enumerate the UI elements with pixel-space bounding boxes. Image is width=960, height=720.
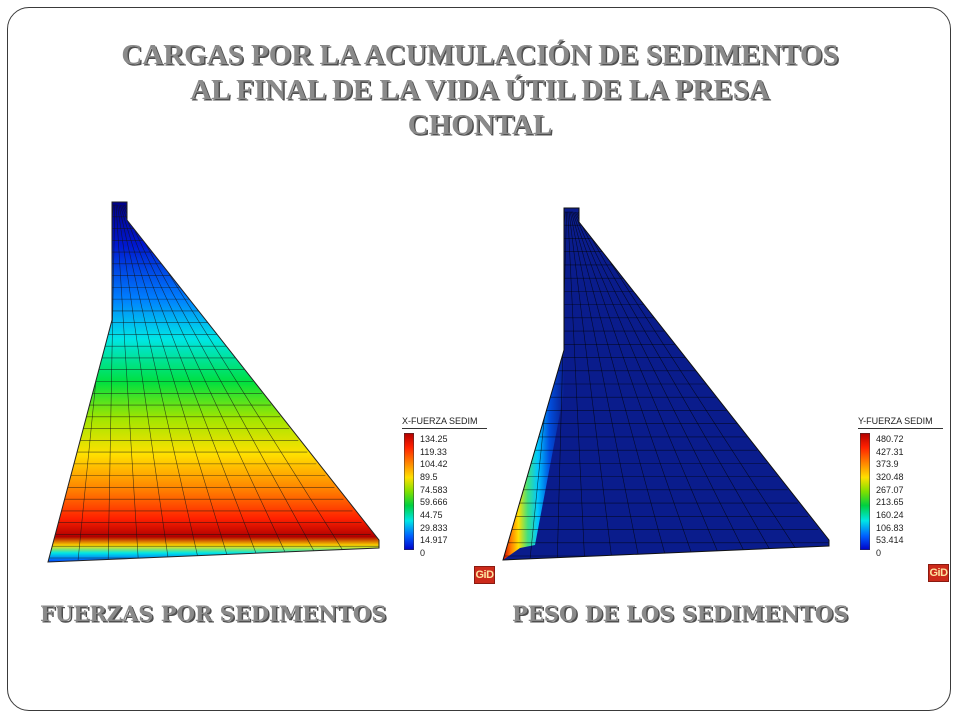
gid-logo: GiD [474, 566, 495, 584]
mesh-line [124, 204, 320, 561]
legend-value: 119.33 [420, 446, 447, 457]
mesh-line [107, 204, 116, 561]
legend-value: 427.31 [876, 446, 904, 457]
dam-section-x-force [47, 201, 380, 563]
legend-value: 480.72 [876, 434, 904, 444]
legend-value: 59.666 [420, 497, 448, 508]
legend-y-force: Y-FUERZA SEDIM 480.72 427.31 373.9 320.48 26… [858, 416, 948, 558]
legend-title-underline [858, 428, 943, 429]
legend-value: 106.83 [876, 522, 904, 533]
legend-title: X-FUERZA SEDIM [402, 416, 478, 426]
legend-value: 104.42 [420, 459, 448, 470]
legend-values: 480.72 427.31 373.9 320.48 267.07 213.65 160.2… [876, 428, 946, 558]
legend-value: 0 [876, 548, 882, 558]
legend-values: 134.25 119.33 104.42 89.5 74.583 59.666 44.75 2… [420, 428, 490, 558]
legend-title: Y-FUERZA SEDIM [858, 416, 933, 426]
mesh-line [576, 211, 775, 559]
legend-value: 14.917 [420, 535, 448, 546]
slide-title: CARGAS POR LA ACUMULACIÓN DE SEDIMENTOS … [40, 38, 920, 143]
legend-value: 89.5 [420, 472, 438, 482]
legend-x-force: X-FUERZA SEDIM 134.25 119.33 104.42 89.5 74.… [402, 416, 492, 558]
legend-value: 267.07 [876, 484, 904, 495]
legend-value: 44.75 [420, 510, 443, 520]
legend-value: 373.9 [876, 459, 899, 470]
mesh-line [567, 211, 585, 559]
mesh-line [571, 211, 667, 559]
mesh-line [117, 204, 169, 561]
caption-right: PESO DE LOS SEDIMENTOS [512, 601, 849, 626]
gid-logo: GiD [928, 564, 949, 582]
mesh-line [577, 211, 803, 559]
legend-value: 74.583 [420, 484, 448, 495]
legend-value: 53.414 [876, 535, 904, 546]
mesh-line [569, 211, 640, 559]
legend-value: 320.48 [876, 472, 904, 482]
mesh-line [118, 204, 199, 561]
legend-title-underline [402, 428, 487, 429]
mesh-line [122, 204, 289, 561]
mesh-line [121, 204, 259, 561]
legend-value: 213.65 [876, 497, 904, 508]
legend-color-bar [860, 433, 870, 550]
mesh-line [119, 204, 229, 561]
caption-left: FUERZAS POR SEDIMENTOS [40, 601, 387, 626]
legend-value: 134.25 [420, 434, 448, 444]
mesh-line [573, 211, 721, 559]
mesh-line [568, 211, 612, 559]
mesh-line [557, 211, 567, 559]
legend-color-bar [404, 433, 414, 550]
slide-frame [7, 7, 951, 711]
mesh-line [115, 204, 139, 561]
legend-value: 160.24 [876, 510, 904, 520]
title-line-2: AL FINAL DE LA VIDA ÚTIL DE LA PRESA [190, 74, 770, 106]
dam-section-y-force [502, 207, 830, 561]
mesh-left [48, 204, 379, 561]
mesh-line [572, 211, 694, 559]
title-line-1: CARGAS POR LA ACUMULACIÓN DE SEDIMENTOS [121, 39, 839, 71]
legend-value: 29.833 [420, 522, 448, 533]
legend-value: 0 [420, 548, 426, 558]
title-line-3: CHONTAL [407, 109, 553, 141]
mesh-line [574, 211, 748, 559]
